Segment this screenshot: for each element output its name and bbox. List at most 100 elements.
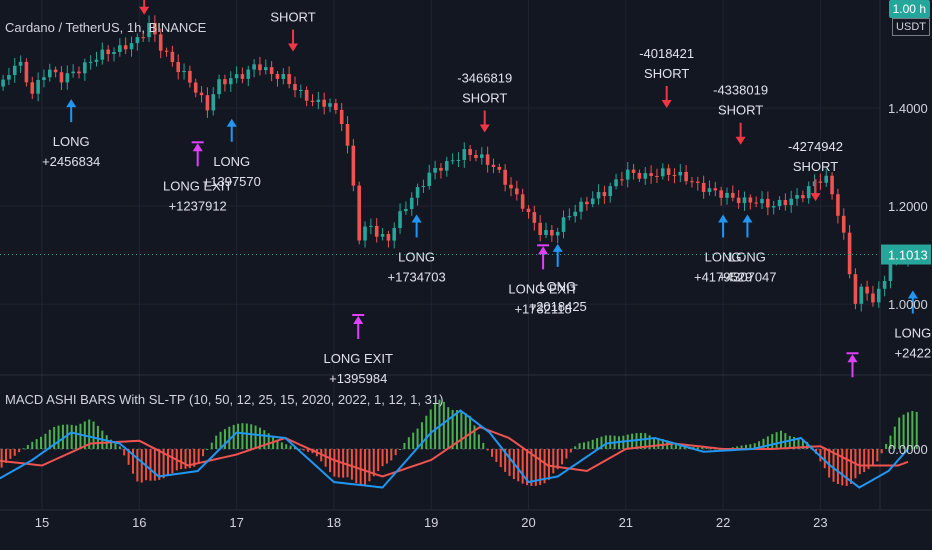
hist-bar: [425, 415, 428, 449]
annotation-label: +1734703: [388, 269, 446, 284]
candle-body: [30, 82, 35, 94]
hist-bar: [337, 449, 340, 478]
trade-short-marker: -4274942 SHORT: [788, 139, 843, 202]
hist-bar: [180, 449, 183, 470]
hist-bar: [823, 449, 826, 469]
hist-bar: [591, 439, 594, 449]
candle-body: [748, 197, 753, 203]
candle-body: [696, 181, 700, 183]
hist-bar: [701, 447, 704, 449]
hist-bar: [329, 449, 332, 473]
candle-body: [123, 45, 128, 50]
hist-bar: [276, 439, 279, 449]
hist-bar: [92, 421, 95, 449]
price-tick-label: 1.4000: [888, 101, 928, 116]
candle-body: [760, 198, 764, 204]
candle-body: [147, 22, 151, 38]
hist-bar: [600, 436, 603, 449]
hist-bar: [578, 443, 581, 449]
hist-bar: [771, 434, 774, 449]
candle-body: [59, 72, 64, 83]
macd-tick-label: 0.0000: [888, 442, 928, 457]
annotation-label: LONG EXIT: [163, 178, 232, 193]
hist-bar: [40, 436, 43, 449]
annotation-label: -4274942: [788, 139, 843, 154]
hist-bar: [298, 448, 301, 450]
short-arrowhead-icon: [479, 124, 490, 133]
annotation-label: +2018425: [529, 299, 587, 314]
hist-bar: [845, 449, 848, 486]
hist-bar: [442, 401, 445, 449]
candle-body: [293, 84, 297, 91]
hist-bar: [775, 432, 778, 449]
hist-bar: [31, 441, 34, 449]
trade-short-marker: -4338019 SHORT: [713, 83, 768, 145]
hist-bar: [250, 424, 253, 449]
candle-body: [258, 64, 262, 71]
candle-body: [479, 154, 484, 158]
hist-bar: [96, 425, 99, 449]
time-tick-label: 22: [716, 515, 730, 530]
long-arrowhead-icon: [907, 290, 918, 299]
hist-bar: [438, 399, 441, 449]
candle-body: [836, 194, 840, 216]
hist-bar: [648, 435, 651, 449]
candle-body: [678, 171, 683, 176]
candle-body: [47, 69, 52, 78]
currency-selector[interactable]: USDT: [892, 18, 930, 36]
hist-bar: [561, 449, 564, 465]
hist-bar: [403, 442, 406, 449]
hist-bar: [215, 435, 218, 449]
candle-body: [684, 171, 688, 182]
hist-bar: [232, 424, 235, 449]
hist-bar: [858, 449, 861, 475]
candle-body: [585, 201, 589, 205]
hist-bar: [127, 449, 130, 465]
hist-bar: [377, 449, 380, 472]
hist-bar: [114, 442, 117, 449]
annotation-label: LONG: [539, 279, 576, 294]
candle-body: [660, 168, 665, 177]
time-tick-label: 17: [229, 515, 243, 530]
hist-bar: [123, 449, 126, 456]
hist-bar: [740, 445, 743, 449]
hist-bar: [13, 449, 16, 456]
candle-body: [538, 222, 542, 235]
candle-body: [188, 70, 192, 83]
time-tick-label: 16: [132, 515, 146, 530]
hist-bar: [197, 449, 200, 464]
hist-bar: [736, 446, 739, 449]
candle-body: [83, 62, 87, 74]
candle-body: [456, 159, 461, 161]
hist-bar: [188, 449, 191, 469]
hist-bar: [136, 449, 139, 482]
short-arrowhead-icon: [735, 136, 746, 145]
hist-bar: [674, 443, 677, 449]
hist-bar: [228, 426, 231, 449]
annotation-label: LONG: [894, 325, 931, 340]
candle-body: [573, 211, 578, 217]
hist-bar: [153, 449, 156, 481]
annotation-label: LONG: [398, 249, 435, 264]
hist-bar: [57, 425, 60, 449]
candle-body: [36, 80, 40, 94]
hist-bar: [22, 448, 25, 450]
candle-body: [88, 61, 93, 63]
candle-body: [77, 71, 81, 74]
hist-bar: [280, 442, 283, 449]
hist-bar: [0, 449, 3, 468]
annotation-label: SHORT: [644, 66, 689, 81]
hist-bar: [683, 446, 686, 449]
hist-bar: [162, 449, 165, 479]
candle-body: [701, 182, 706, 192]
hist-bar: [254, 425, 257, 449]
hist-bar: [495, 449, 498, 462]
hist-bar: [705, 447, 708, 449]
candle-body: [666, 168, 671, 175]
candle-body: [485, 154, 490, 165]
annotation-label: +1397570: [203, 174, 261, 189]
candle-body: [444, 160, 449, 171]
exit-arrowhead-icon: [353, 316, 364, 325]
candle-body: [806, 186, 811, 199]
